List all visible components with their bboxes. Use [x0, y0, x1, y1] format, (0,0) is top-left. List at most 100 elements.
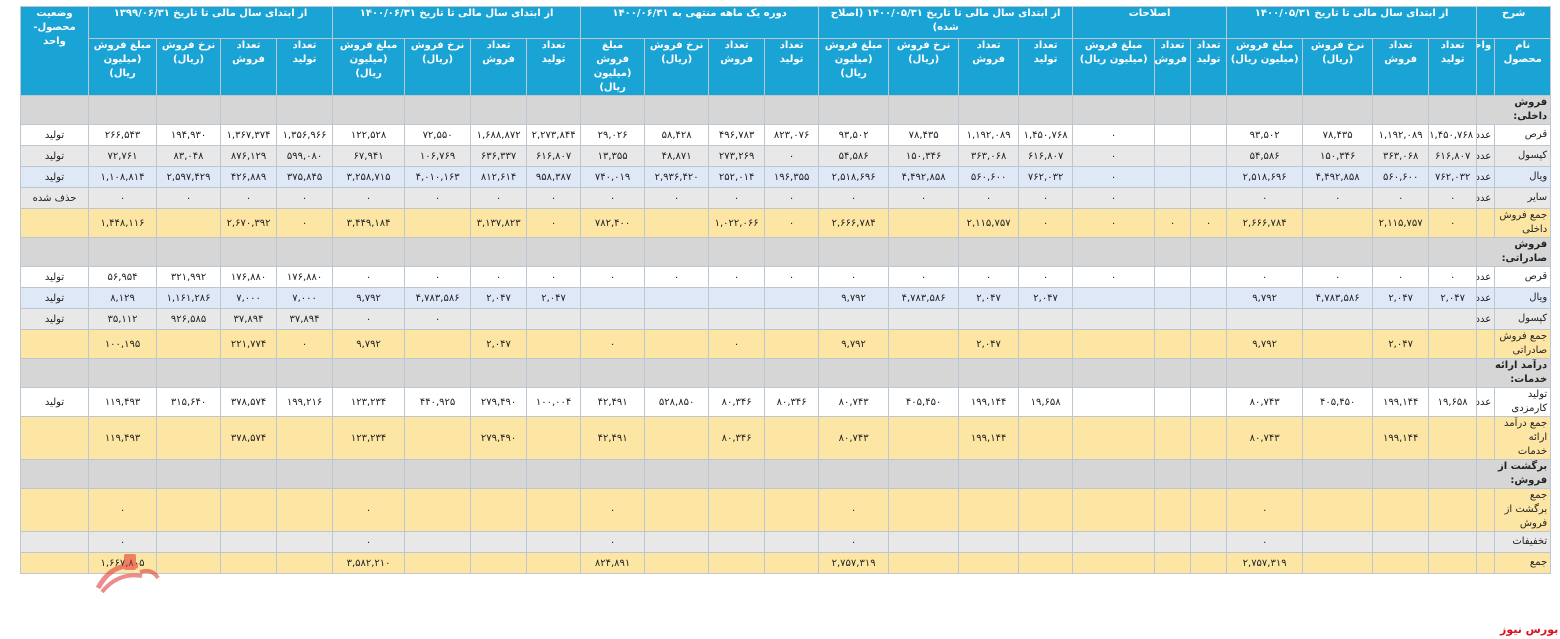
boursenews-logo: [95, 554, 160, 594]
empty-cell: [276, 358, 334, 388]
empty-cell: [20, 237, 89, 267]
empty-cell: [156, 459, 222, 489]
row-label: جمع فروش صادراتی: [1494, 329, 1552, 359]
header-period-ytd-0531-corrected: از ابتدای سال مالی تا تاریخ ۱۴۰۰/۰۵/۳۱ (…: [818, 6, 1074, 39]
empty-cell: [20, 358, 89, 388]
value-cell: ۱۹۹,۱۴۴: [1372, 387, 1430, 417]
empty-cell: [1302, 237, 1374, 267]
unit-cell: عدد: [1476, 287, 1496, 309]
value-cell: ۰: [1154, 208, 1192, 238]
value-cell: ۷۲,۵۵۰: [404, 124, 472, 146]
unit-cell: عدد: [1476, 124, 1496, 146]
value-cell: ۰: [404, 308, 472, 330]
status-cell: [20, 531, 89, 553]
value-cell: ۹۵۸,۳۸۷: [526, 166, 582, 188]
value-cell: [1190, 266, 1228, 288]
value-cell: [1190, 531, 1228, 553]
value-cell: [404, 416, 472, 460]
value-cell: ۱۹۴,۹۳۰: [156, 124, 222, 146]
value-cell: ۵۶۰,۶۰۰: [958, 166, 1020, 188]
table-body: فروش داخلی: قرص عدد ۱,۴۵۰,۷۶۸ ۱,۱۹۲,۰۸۹ ۷۸,۴۳…: [20, 95, 1552, 574]
column-header: تعداد تولید: [526, 38, 582, 96]
value-cell: ۸۳,۰۴۸: [156, 145, 222, 167]
value-cell: [580, 308, 646, 330]
column-header: نرخ فروش (ریال): [1302, 38, 1374, 96]
value-cell: [526, 552, 582, 574]
value-cell: ۵۴,۵۸۶: [1226, 145, 1304, 167]
value-cell: [276, 531, 334, 553]
empty-cell: [1018, 459, 1074, 489]
value-cell: ۲۷۹,۴۹۰: [470, 387, 528, 417]
value-cell: ۴۴۰,۹۲۵: [404, 387, 472, 417]
value-cell: ۰: [1018, 208, 1074, 238]
value-cell: ۲,۰۴۷: [470, 287, 528, 309]
empty-cell: [644, 237, 710, 267]
total-row: جمع برگشت از فروش ۰ ۰ ۰ ۰ ۰: [20, 488, 1552, 532]
value-cell: [644, 488, 710, 532]
empty-cell: [1072, 459, 1156, 489]
value-cell: ۱,۳۵۶,۹۶۶: [276, 124, 334, 146]
value-cell: ۰: [1428, 266, 1478, 288]
status-cell: تولید: [20, 266, 89, 288]
value-cell: ۰: [332, 488, 406, 532]
value-cell: ۷۶۲,۰۳۲: [1428, 166, 1478, 188]
value-cell: ۸۲۳,۰۷۶: [764, 124, 820, 146]
value-cell: ۶۱۶,۸۰۷: [1018, 145, 1074, 167]
value-cell: ۱۲۲,۵۲۸: [332, 124, 406, 146]
value-cell: ۲,۷۵۷,۳۱۹: [818, 552, 890, 574]
value-cell: ۱۰۶,۷۶۹: [404, 145, 472, 167]
empty-cell: [526, 237, 582, 267]
value-cell: [764, 287, 820, 309]
unit-cell: عدد: [1476, 145, 1496, 167]
value-cell: ۱۹,۶۵۸: [1018, 387, 1074, 417]
value-cell: [1072, 552, 1156, 574]
status-cell: [20, 329, 89, 359]
header-description: شرح: [1476, 6, 1552, 39]
column-header: تعداد تولید: [1018, 38, 1074, 96]
status-cell: تولید: [20, 166, 89, 188]
value-cell: ۷۸,۴۳۵: [1302, 124, 1374, 146]
value-cell: [1372, 308, 1430, 330]
value-cell: ۱,۴۴۸,۱۱۶: [87, 208, 158, 238]
section-label: برگشت از فروش:: [1476, 459, 1552, 489]
value-cell: ۱۷۶,۸۸۰: [220, 266, 278, 288]
value-cell: [526, 488, 582, 532]
empty-cell: [87, 95, 158, 125]
unit-cell: [1476, 416, 1496, 460]
empty-cell: [580, 237, 646, 267]
value-cell: ۳۷۸,۵۷۴: [220, 416, 278, 460]
value-cell: [1018, 308, 1074, 330]
value-cell: ۹,۷۹۲: [332, 287, 406, 309]
value-cell: [1302, 488, 1374, 532]
value-cell: ۶۳۶,۳۳۷: [470, 145, 528, 167]
unit-cell: عدد: [1476, 166, 1496, 188]
row-label: ویال: [1494, 166, 1552, 188]
value-cell: [958, 308, 1020, 330]
value-cell: [1302, 531, 1374, 553]
value-cell: [526, 416, 582, 460]
empty-cell: [220, 237, 278, 267]
value-cell: [470, 488, 528, 532]
empty-cell: [1072, 358, 1156, 388]
product-row: قرص عدد ۰ ۰ ۰ ۰ ۰ ۰ ۰ ۰ ۰ ۰ ۰ ۰ ۰ ۰ ۰ ۰ ۰ ۱۷۶,۸۸۰ ۱۷۶,۸۸۰ ۳۲۱…: [20, 266, 1552, 288]
value-cell: [156, 531, 222, 553]
row-label: قرص: [1494, 266, 1552, 288]
value-cell: ۹,۷۹۲: [332, 329, 406, 359]
value-cell: ۲۹,۰۲۶: [580, 124, 646, 146]
value-cell: ۲,۰۴۷: [958, 287, 1020, 309]
value-cell: ۰: [818, 531, 890, 553]
value-cell: ۹۳,۵۰۲: [1226, 124, 1304, 146]
value-cell: ۷۶۲,۰۳۲: [1018, 166, 1074, 188]
value-cell: ۰: [764, 187, 820, 209]
empty-cell: [526, 95, 582, 125]
empty-cell: [1302, 358, 1374, 388]
unit-cell: عدد: [1476, 187, 1496, 209]
value-cell: [1190, 124, 1228, 146]
value-cell: ۰: [818, 266, 890, 288]
value-cell: ۶۱۶,۸۰۷: [1428, 145, 1478, 167]
value-cell: ۹۳,۵۰۲: [818, 124, 890, 146]
value-cell: ۲,۰۴۷: [470, 329, 528, 359]
value-cell: [1154, 287, 1192, 309]
value-cell: [1154, 145, 1192, 167]
value-cell: ۱۲۳,۲۳۴: [332, 416, 406, 460]
